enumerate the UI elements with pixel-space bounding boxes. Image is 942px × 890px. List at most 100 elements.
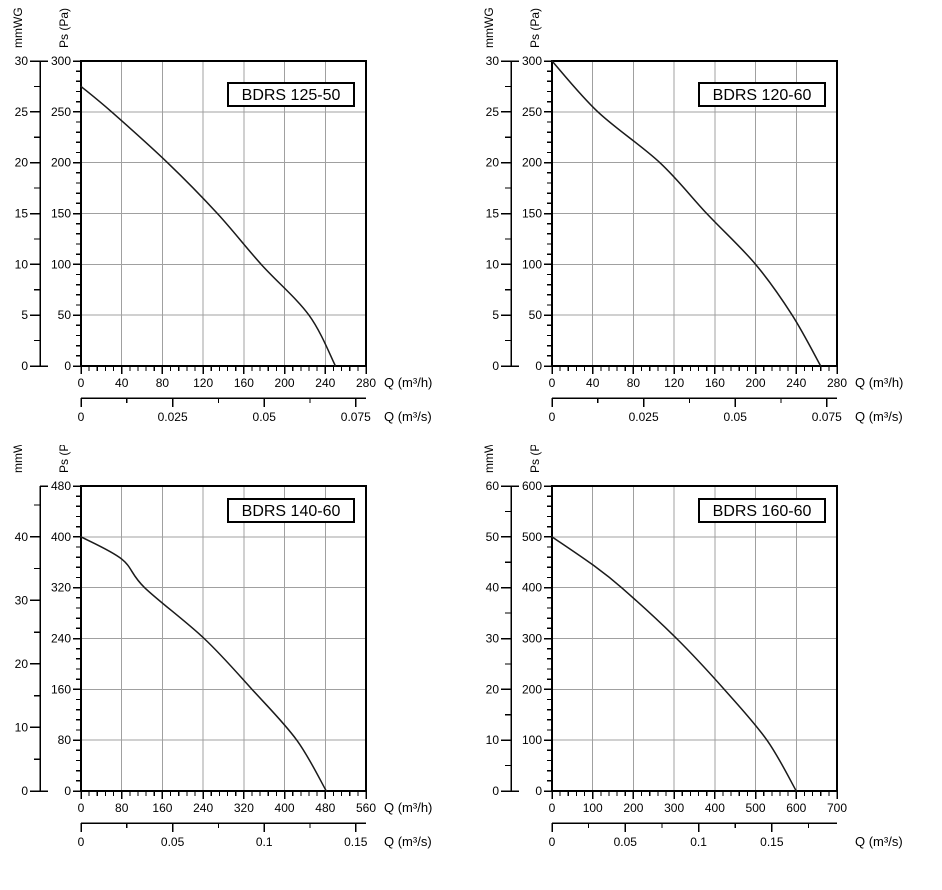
svg-text:200: 200	[522, 156, 542, 170]
mmwg-axis-tick-labels: 0 5 10 15 20 25 30	[486, 54, 500, 373]
svg-text:25: 25	[15, 105, 29, 119]
svg-text:160: 160	[234, 376, 254, 390]
svg-text:40: 40	[486, 581, 500, 595]
m3s-axis-tick-labels: 0 0.05 0.1 0.15	[78, 835, 368, 849]
svg-text:0.1: 0.1	[256, 835, 273, 849]
svg-text:250: 250	[51, 105, 71, 119]
chart-title-box: BDRS 125-50	[227, 82, 355, 107]
svg-text:80: 80	[627, 376, 641, 390]
svg-text:160: 160	[152, 801, 172, 815]
m3h-axis	[551, 366, 838, 374]
svg-text:100: 100	[522, 733, 542, 747]
mmwg-axis	[501, 485, 519, 792]
pa-axis	[73, 60, 81, 367]
svg-text:30: 30	[15, 54, 29, 68]
svg-text:10: 10	[486, 733, 500, 747]
svg-text:20: 20	[486, 156, 500, 170]
svg-text:0: 0	[64, 784, 71, 798]
svg-text:160: 160	[705, 376, 725, 390]
m3h-axis-tick-labels: 0 40 80 120 160 200 240 280	[549, 376, 848, 390]
pa-axis-tick-labels: 0 80 160 240 320 400 480	[51, 479, 71, 798]
svg-text:100: 100	[583, 801, 603, 815]
svg-text:0.025: 0.025	[158, 410, 188, 424]
svg-text:600: 600	[786, 801, 806, 815]
svg-text:280: 280	[356, 376, 376, 390]
performance-curve	[80, 536, 328, 792]
svg-text:25: 25	[486, 105, 500, 119]
svg-text:600: 600	[522, 479, 542, 493]
chart-title: BDRS 125-50	[242, 87, 341, 104]
svg-text:80: 80	[58, 733, 72, 747]
chart-title: BDRS 120-60	[713, 87, 812, 104]
performance-curve	[80, 85, 337, 367]
svg-text:60: 60	[486, 479, 500, 493]
m3s-axis-unit-label: Q (m³/s)	[384, 834, 432, 849]
svg-text:40: 40	[586, 376, 600, 390]
svg-text:240: 240	[315, 376, 335, 390]
svg-text:0: 0	[78, 410, 85, 424]
svg-text:400: 400	[522, 581, 542, 595]
chart-title: BDRS 140-60	[242, 503, 341, 520]
svg-text:160: 160	[51, 682, 71, 696]
m3h-axis	[80, 366, 367, 374]
svg-text:320: 320	[51, 581, 71, 595]
svg-text:0: 0	[492, 784, 499, 798]
svg-text:20: 20	[486, 682, 500, 696]
svg-text:50: 50	[486, 530, 500, 544]
mmwg-axis-title: mmWG	[482, 445, 496, 473]
mmwg-axis-title: mmWG	[11, 7, 25, 48]
mmwg-axis-title: mmWG	[482, 7, 496, 48]
performance-curve	[551, 536, 798, 792]
svg-text:0: 0	[78, 801, 85, 815]
mmwg-axis-title: mmWG	[11, 445, 25, 473]
pa-axis-tick-labels: 0 50 100 150 200 250 300	[51, 54, 71, 373]
svg-text:200: 200	[746, 376, 766, 390]
mmwg-axis	[501, 60, 519, 367]
grid-lines	[552, 61, 837, 366]
svg-text:320: 320	[234, 801, 254, 815]
pa-axis-title: Ps (Pa)	[57, 445, 71, 473]
pa-axis	[544, 60, 552, 367]
pa-axis	[544, 485, 552, 792]
svg-text:500: 500	[522, 530, 542, 544]
svg-text:40: 40	[115, 376, 129, 390]
svg-text:0.05: 0.05	[161, 835, 185, 849]
chart-cell-top-left: 0 50 100 150 200 250 300 0 5 10 15 20 25 30 0 40 80 120 16…	[0, 0, 471, 445]
svg-text:5: 5	[492, 308, 499, 322]
m3h-axis-tick-labels: 0 100 200 300 400 500 600 700	[549, 801, 848, 815]
svg-text:0: 0	[21, 784, 28, 798]
svg-text:200: 200	[275, 376, 295, 390]
svg-text:250: 250	[522, 105, 542, 119]
chart-title-box: BDRS 140-60	[227, 498, 355, 523]
svg-text:0.075: 0.075	[812, 410, 842, 424]
svg-text:80: 80	[156, 376, 170, 390]
pa-axis-tick-labels: 0 50 100 150 200 250 300	[522, 54, 542, 373]
svg-text:0: 0	[549, 410, 556, 424]
pa-axis-title: Ps (Pa)	[528, 8, 542, 48]
svg-text:50: 50	[529, 308, 543, 322]
m3h-axis-tick-labels: 0 80 160 240 320 400 480 560	[78, 801, 377, 815]
svg-text:30: 30	[15, 593, 29, 607]
m3h-axis-tick-labels: 0 40 80 120 160 200 240 280	[78, 376, 377, 390]
mmwg-axis-tick-labels: 0 5 10 15 20 25 30	[15, 54, 29, 373]
svg-text:480: 480	[51, 479, 71, 493]
svg-text:0.075: 0.075	[341, 410, 371, 424]
m3s-axis-unit-label: Q (m³/s)	[855, 409, 903, 424]
pa-axis	[73, 485, 81, 792]
svg-text:0: 0	[535, 359, 542, 373]
chart-cell-bottom-right: 0 100 200 300 400 500 600 0 10 20 30 40 50 60 0 100 200 3…	[471, 445, 942, 890]
svg-text:240: 240	[786, 376, 806, 390]
pa-axis-tick-labels: 0 100 200 300 400 500 600	[522, 479, 542, 798]
svg-text:0: 0	[549, 835, 556, 849]
chart-title-box: BDRS 160-60	[698, 498, 826, 523]
m3s-axis	[80, 397, 366, 407]
svg-text:300: 300	[522, 54, 542, 68]
m3h-axis-unit-label: Q (m³/h)	[855, 375, 903, 390]
m3s-axis-tick-labels: 0 0.05 0.1 0.15	[549, 835, 784, 849]
svg-text:480: 480	[315, 801, 335, 815]
svg-text:30: 30	[486, 632, 500, 646]
m3s-axis-unit-label: Q (m³/s)	[384, 409, 432, 424]
svg-text:150: 150	[522, 207, 542, 221]
svg-text:0: 0	[549, 801, 556, 815]
